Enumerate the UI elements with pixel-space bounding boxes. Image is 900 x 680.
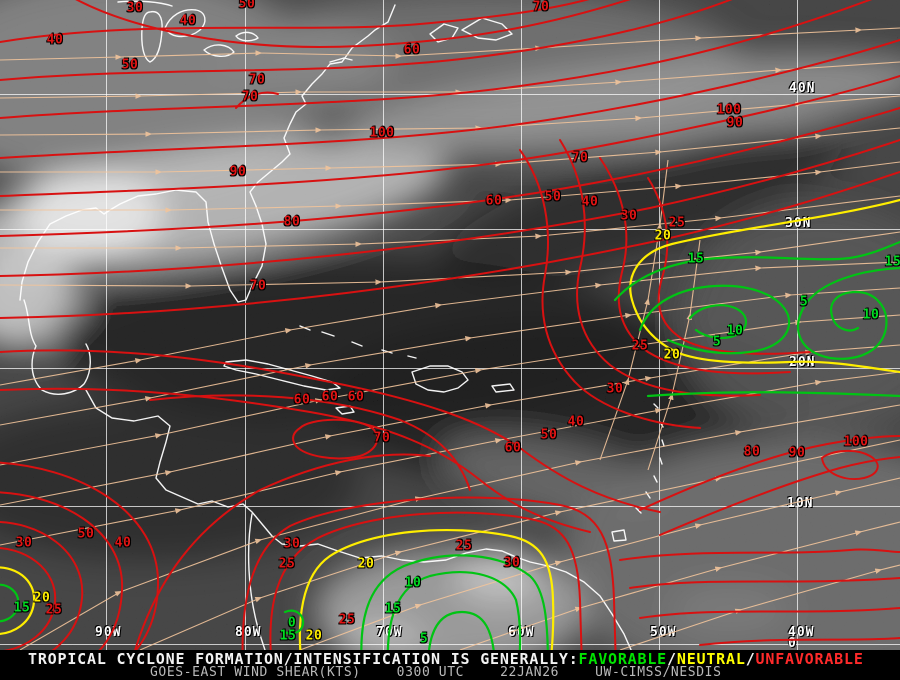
valid-date: 22JAN26 bbox=[500, 665, 560, 680]
low-shear-contours bbox=[0, 240, 900, 650]
coast-lake-superior bbox=[117, 0, 173, 7]
streamline bbox=[0, 127, 900, 175]
high-shear-contours bbox=[0, 0, 900, 650]
streamline bbox=[459, 521, 900, 650]
credit: UW-CIMSS/NESDIS bbox=[595, 665, 722, 680]
streamline bbox=[599, 159, 669, 461]
unfavorable-label: UNFAVORABLE bbox=[755, 650, 864, 668]
separator-2: / bbox=[745, 650, 756, 668]
headline-text: TROPICAL CYCLONE FORMATION/INTENSIFICATI… bbox=[28, 650, 579, 668]
streamline bbox=[0, 195, 900, 251]
streamline bbox=[0, 161, 900, 213]
favorable-label: FAVORABLE bbox=[578, 650, 668, 668]
satellite-map: 90W 80W 70W 60W 50W 40W 40N 30N 20N 10N 0 bbox=[0, 0, 900, 650]
neutral-shear-contours bbox=[0, 198, 900, 650]
caption-bar: TROPICAL CYCLONE FORMATION/INTENSIFICATI… bbox=[0, 650, 900, 680]
streamline bbox=[0, 61, 900, 99]
valid-time: 0300 UTC bbox=[396, 665, 465, 680]
headline: TROPICAL CYCLONE FORMATION/INTENSIFICATI… bbox=[28, 650, 864, 668]
separator-1: / bbox=[667, 650, 677, 668]
streamline bbox=[619, 564, 900, 650]
coast-yucatan bbox=[23, 299, 91, 395]
streamline bbox=[0, 27, 900, 61]
product-name: GOES-EAST WIND SHEAR(KTS) bbox=[150, 665, 361, 680]
neutral-label: NEUTRAL bbox=[676, 650, 746, 668]
coast-lake-michigan bbox=[141, 10, 163, 63]
shear-contour-layer bbox=[0, 0, 900, 650]
product-info: GOES-EAST WIND SHEAR(KTS) 0300 UTC 22JAN… bbox=[150, 665, 722, 680]
